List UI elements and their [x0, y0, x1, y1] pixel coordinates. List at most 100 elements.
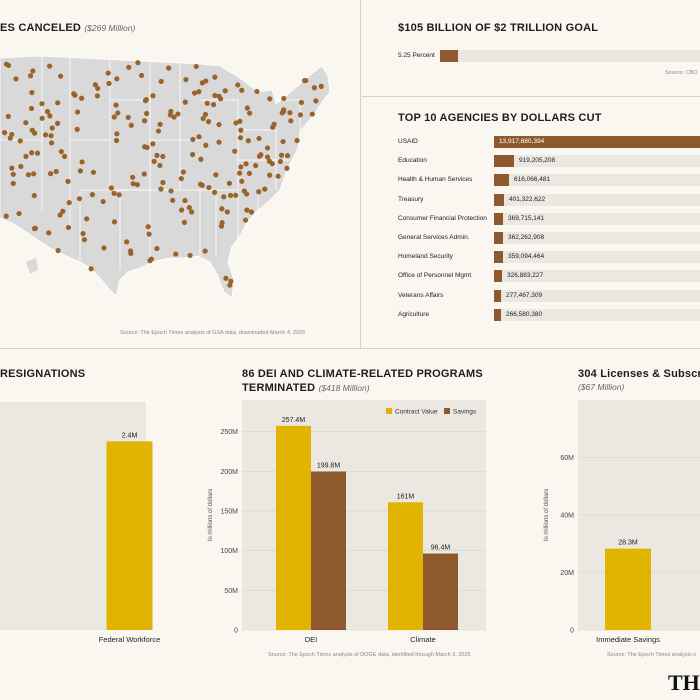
- x-category-label: Federal Workforce: [99, 635, 161, 644]
- office-dot: [151, 158, 157, 164]
- agency-bar: [494, 270, 502, 283]
- agency-bar: [494, 289, 501, 302]
- office-dot: [232, 148, 238, 154]
- office-dot: [238, 127, 244, 133]
- agency-bar-track: [494, 308, 700, 321]
- office-dot: [284, 165, 290, 171]
- map-subtitle: ($269 Million): [84, 23, 136, 33]
- agency-label: Agriculture: [398, 310, 430, 318]
- y-axis-label: In millions of dollars: [208, 489, 214, 542]
- office-dot: [178, 207, 185, 213]
- office-dot: [10, 180, 16, 187]
- office-dot: [170, 197, 176, 203]
- office-dot: [148, 256, 154, 262]
- office-dot: [192, 90, 198, 96]
- legend-label: Savings: [453, 409, 477, 416]
- bar-value-label: 2.4M: [122, 432, 138, 439]
- office-dot: [173, 251, 179, 257]
- bar-value-label: 28.3M: [618, 540, 638, 547]
- office-dot: [115, 110, 121, 116]
- agency-value: 277,467,309: [506, 291, 543, 299]
- agency-bar: [494, 155, 514, 168]
- office-dot: [141, 171, 147, 177]
- office-dot: [155, 128, 162, 134]
- office-dot: [160, 179, 166, 186]
- office-dot: [47, 171, 54, 177]
- office-dot: [18, 163, 24, 170]
- agency-bar-track: [494, 174, 700, 187]
- agency-bar-track: [494, 193, 700, 206]
- office-dot: [113, 137, 120, 144]
- office-dot: [100, 198, 106, 205]
- office-dot: [141, 118, 148, 124]
- office-dot: [196, 89, 202, 95]
- y-tick-label: 40M: [560, 513, 574, 520]
- office-dot: [142, 98, 149, 104]
- office-dot: [46, 230, 52, 236]
- dei-title-line1: 86 DEI AND CLIMATE-RELATED PROGRAMS: [242, 368, 483, 380]
- office-dot: [17, 138, 23, 144]
- office-dot: [212, 74, 218, 80]
- office-dot: [238, 164, 244, 170]
- office-dot: [134, 182, 140, 188]
- office-dot: [280, 138, 286, 145]
- office-dot: [31, 192, 37, 199]
- office-dot: [298, 99, 304, 106]
- us-map: [0, 55, 331, 299]
- office-dot: [154, 152, 160, 158]
- office-dot: [5, 113, 11, 120]
- office-dot: [144, 144, 150, 151]
- office-dot: [196, 134, 202, 140]
- office-dot: [216, 139, 222, 145]
- agency-bar-track: [494, 289, 700, 302]
- office-dot: [204, 100, 210, 106]
- agency-bar: [494, 174, 509, 187]
- agency-label: Education: [398, 157, 427, 165]
- office-dot: [55, 100, 61, 106]
- x-category-label: DEI: [305, 635, 318, 644]
- licenses-source: Source: The Epoch Times analysis o: [607, 652, 697, 658]
- office-dot: [34, 150, 41, 156]
- goal-bar-track: [440, 50, 700, 62]
- y-axis-label: In millions of dollars: [544, 489, 550, 542]
- office-dot: [130, 174, 136, 180]
- office-dot: [281, 95, 287, 102]
- office-dot: [271, 121, 277, 127]
- office-dot: [189, 209, 195, 215]
- office-dot: [254, 88, 260, 95]
- office-dot: [39, 101, 45, 107]
- office-dot: [267, 96, 273, 102]
- licenses-title: 304 Licenses & Subscript: [578, 368, 700, 380]
- office-dot: [144, 110, 150, 117]
- office-dot: [114, 76, 120, 82]
- office-dot: [318, 83, 324, 89]
- office-dot: [237, 135, 244, 141]
- office-dot: [81, 237, 88, 243]
- map-title-text: ES CANCELED: [0, 22, 82, 34]
- office-dot: [277, 158, 284, 165]
- office-dot: [32, 130, 38, 136]
- y-tick-label: 200M: [220, 469, 238, 476]
- office-dot: [80, 230, 86, 237]
- office-dot: [42, 132, 49, 138]
- agency-value: 13,917,680,394: [499, 138, 545, 145]
- office-dot: [294, 137, 300, 144]
- office-dot: [186, 205, 192, 211]
- office-dot: [171, 114, 177, 120]
- office-dot: [266, 158, 273, 164]
- office-dot: [150, 93, 156, 99]
- office-dot: [74, 109, 81, 115]
- office-dot: [145, 224, 151, 230]
- agency-bar: [494, 232, 503, 244]
- licenses-subtitle: ($67 Million): [578, 382, 625, 392]
- agency-bar: [494, 251, 503, 264]
- office-dot: [57, 73, 64, 79]
- office-dot: [126, 64, 132, 70]
- office-dot: [182, 99, 188, 105]
- office-dot: [253, 162, 259, 169]
- office-dot: [212, 189, 218, 195]
- office-dot: [264, 154, 271, 160]
- office-dot: [111, 114, 117, 120]
- office-dot: [9, 165, 15, 171]
- office-dot: [54, 120, 61, 126]
